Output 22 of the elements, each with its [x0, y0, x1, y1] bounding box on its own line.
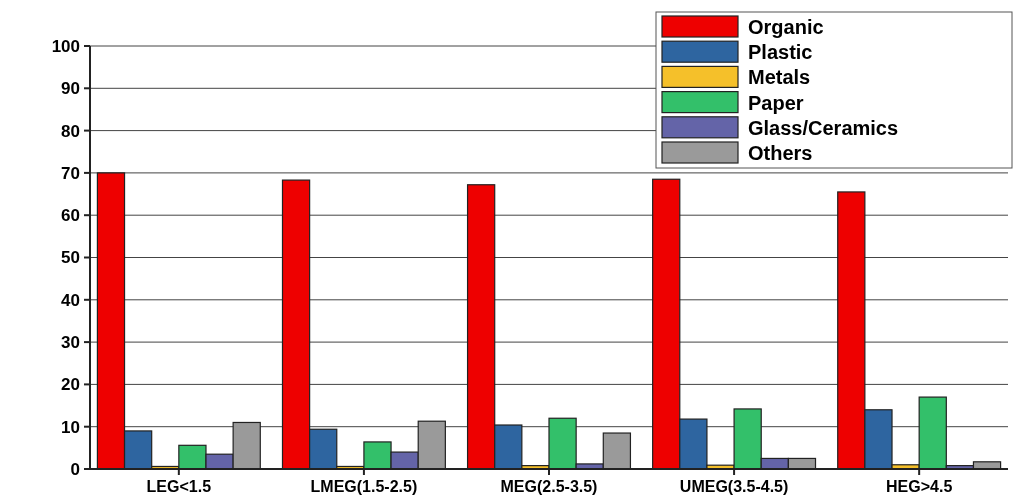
- legend-label: Paper: [748, 91, 804, 114]
- x-tick-label: MEG(2.5-3.5): [500, 478, 598, 495]
- y-tick-label: 60: [61, 206, 80, 226]
- y-tick-label: 30: [61, 333, 80, 353]
- y-tick-label: 40: [61, 290, 80, 310]
- y-tick-label: 20: [61, 375, 80, 395]
- y-tick-label: 10: [61, 417, 80, 437]
- x-tick-label: LEG<1.5: [146, 478, 212, 495]
- legend-label: Others: [748, 142, 813, 164]
- y-tick-label: 50: [61, 248, 80, 268]
- x-tick-label: LMEG(1.5-2.5): [310, 478, 418, 495]
- y-tick-label: 90: [61, 79, 80, 99]
- legend-label: Metals: [748, 66, 811, 89]
- x-tick-label: UMEG(3.5-4.5): [679, 478, 789, 495]
- legend-label: Organic: [748, 16, 824, 38]
- y-tick-label: 70: [61, 163, 80, 183]
- y-tick-label: 100: [51, 36, 80, 56]
- y-tick-label: 80: [61, 121, 80, 141]
- legend-label: Glass/Ceramics: [748, 116, 899, 139]
- y-tick-label: 0: [70, 459, 80, 479]
- x-tick-label: HEG>4.5: [886, 478, 953, 495]
- legend-label: Plastic: [748, 41, 813, 64]
